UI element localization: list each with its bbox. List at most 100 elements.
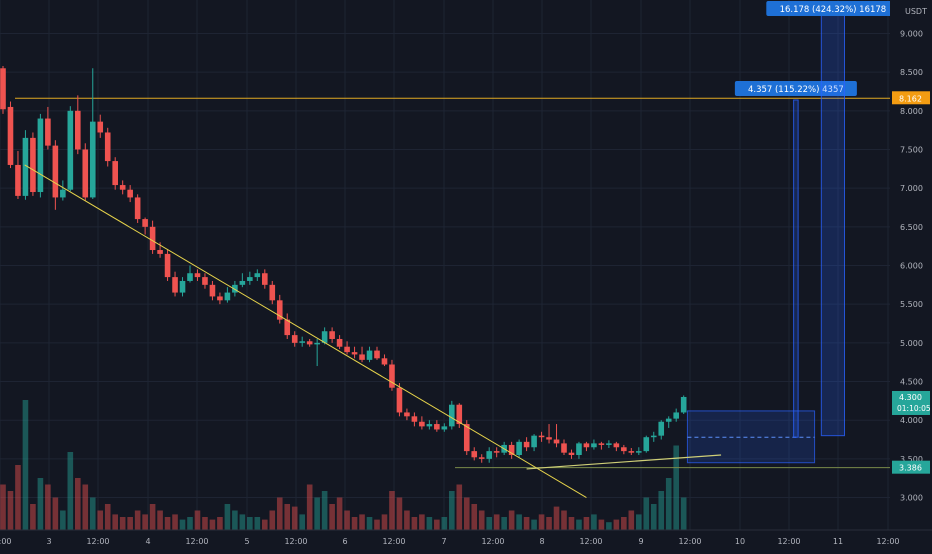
candle [321,327,328,345]
candle-body [239,280,246,285]
current-price-tag: 4.300 [899,393,922,402]
volume-bar [680,497,687,530]
time-tick-label: 11 [833,537,843,546]
volume-bar [82,484,89,530]
price-tick-label: 9.000 [900,29,923,38]
candle [463,420,470,455]
volume-bar [546,517,552,530]
candle-body [60,189,66,198]
volume-bar [636,514,642,530]
candle-body [164,253,171,278]
volume-bar [254,517,261,530]
candle [37,113,44,198]
time-tick-label: 12:00 [284,537,307,546]
candle-body [291,335,298,343]
candle-body [673,412,679,419]
candle [75,95,81,155]
volume-bar [7,491,14,530]
candle-body [441,426,448,430]
candle-body [493,451,500,453]
volume-bar [299,514,305,530]
volume-bar [523,517,530,530]
candle [306,338,313,347]
candle [149,220,156,254]
candle-body [561,443,567,453]
projection-bar [793,99,799,438]
candle-body [546,437,552,440]
volume-bar [583,517,590,530]
candle-body [523,441,530,448]
volume-bar [568,517,575,530]
volume-bar [306,484,313,530]
projection-label-bg [734,80,857,96]
candle [680,395,687,414]
candle-body [621,447,627,452]
candle [247,271,253,285]
candle-body [583,443,590,448]
volume-bar [493,514,500,530]
candle-body [359,354,365,360]
time-tick-label: 7 [441,537,446,546]
candle-body [329,331,335,339]
candle [164,250,171,281]
candle [299,336,305,347]
candle [374,346,380,360]
volume-bar [284,504,291,530]
candle [217,292,223,305]
volume-bar [224,504,231,530]
time-tick-label: 12:00 [185,537,208,546]
candle [276,294,283,324]
volume-bar [501,517,507,530]
candle [650,431,657,442]
candle-body [157,250,163,254]
candle-body [449,404,455,427]
volume-bar [628,510,635,530]
volume-bar [359,514,365,530]
candle [134,194,141,223]
candle [269,280,276,305]
candle-body [30,137,36,193]
candle [621,444,627,455]
volume-bar [149,504,156,530]
time-tick-label: 12:00 [382,537,405,546]
candle [119,180,126,195]
candle [568,449,575,459]
candle [82,143,89,201]
candle-body [0,68,6,110]
candle-body [434,424,440,430]
candle [404,408,410,421]
price-tick-label: 5.000 [900,339,923,348]
candle [291,331,298,347]
candle-body [194,273,201,278]
candle-body [284,319,291,336]
candle [411,412,418,427]
volume-bar [486,517,492,530]
volume-bar [598,519,605,530]
down-trendline [24,164,587,498]
candle [426,420,433,430]
price-tick-label: 3.500 [900,455,923,464]
resistance-price-tag-bg [892,91,930,105]
price-tick-label: 6.500 [900,223,923,232]
candle [456,403,463,428]
candle-body [7,106,14,165]
candle-body [89,121,96,198]
volume-bar [119,517,126,530]
candle [516,439,522,458]
candles [0,65,687,463]
candle-body [254,273,261,278]
candle [523,437,530,452]
time-tick-label: 8 [539,537,544,546]
volume-bar [127,517,133,530]
volume-bar [456,484,463,530]
time-tick-label: 12:00 [579,537,602,546]
candle-body [553,439,560,444]
candle-body [628,451,635,453]
volume-bar [449,491,455,530]
volume-bar [60,510,66,530]
candle-body [456,404,463,425]
volume-bar [344,510,350,530]
candle-body [366,350,373,360]
